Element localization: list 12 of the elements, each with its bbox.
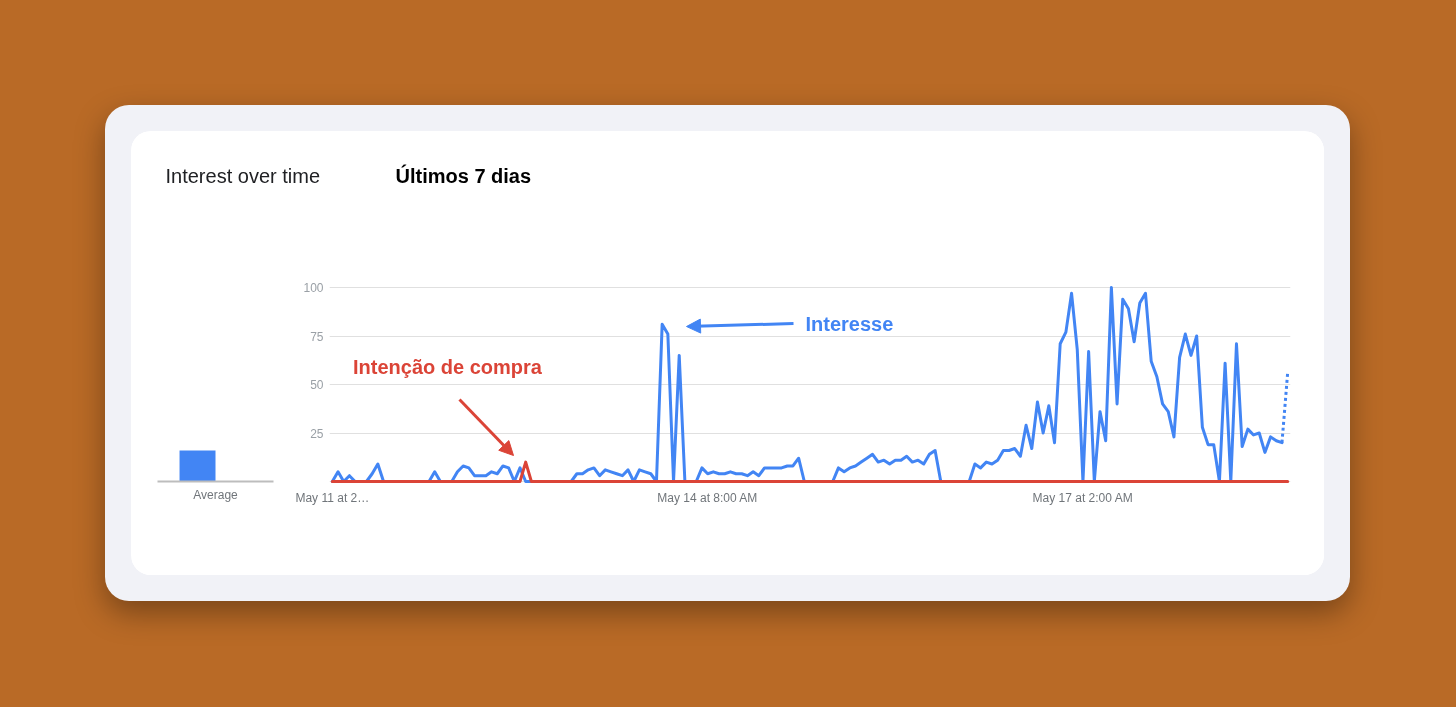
x-tick-label: May 11 at 2… (295, 490, 370, 505)
y-tick-label: 100 (303, 281, 324, 295)
annotation: Interesse (805, 312, 894, 335)
annotation: Intenção de compra (353, 355, 543, 378)
y-tick-label: 75 (310, 329, 324, 344)
x-tick-label: May 17 at 2:00 AM (1032, 490, 1133, 505)
x-tick-label: Average (193, 487, 239, 502)
x-tick-label: May 14 at 8:00 AM (657, 490, 758, 505)
chart-title: Interest over time (165, 164, 321, 187)
y-tick-label: 50 (310, 378, 324, 392)
y-tick-label: 25 (310, 426, 324, 441)
chart-subtitle: Últimos 7 dias (395, 163, 532, 187)
